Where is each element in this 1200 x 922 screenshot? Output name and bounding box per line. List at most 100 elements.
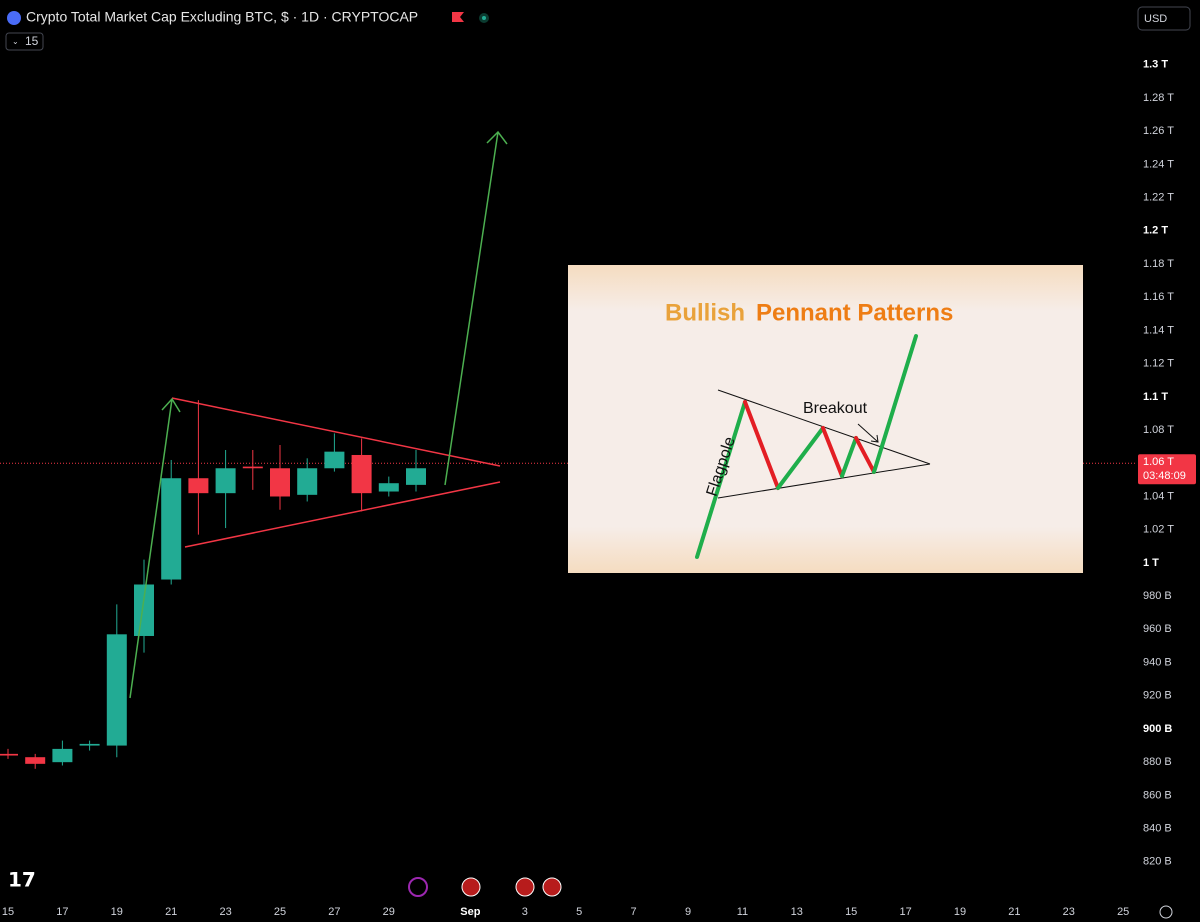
inset-lower-line [717,463,931,499]
candle-body [324,451,345,469]
y-tick-label: 920 B [1143,690,1172,702]
tv-logo[interactable]: 𝟭𝟳 [8,869,36,891]
y-tick-label: 1.16 T [1143,291,1174,303]
flagpole-arrow [129,398,173,699]
inset-up-leg [776,426,825,490]
x-tick-label: 13 [791,906,803,918]
arrow-drawing [129,130,508,699]
candle-body [134,584,154,636]
x-tick-label: 5 [576,906,582,918]
y-tick-label: 960 B [1143,623,1172,635]
inset-breakout-leg [872,334,918,474]
event-icon[interactable] [515,877,535,897]
pennant-drawing [171,397,501,548]
y-tick-label: 1.18 T [1143,258,1174,270]
y-tick-label: 880 B [1143,756,1172,768]
y-tick-label: 1.2 T [1143,225,1168,237]
event-icon[interactable] [408,877,428,897]
flag-icon[interactable] [452,12,464,22]
x-tick-label: 11 [737,906,748,918]
y-tick-label: 1.3 T [1143,59,1168,71]
y-tick-label: 1 T [1143,557,1159,569]
inset-up-leg [840,436,858,478]
candle-body [25,757,46,764]
y-tick-label: 1.22 T [1143,192,1174,204]
inset-breakout-label: Breakout [803,400,868,417]
x-tick-label: 25 [1117,906,1129,918]
event-icon[interactable] [542,877,562,897]
currency-button[interactable] [1137,6,1191,31]
event-icon[interactable] [461,877,481,897]
inset-image: Bullish Pennant Patterns Breakout Flagpo… [568,265,1083,573]
inset-down-leg [854,436,876,474]
candle-body [215,468,236,494]
candle-body [270,468,290,497]
inset-pointer-head [870,434,879,443]
breakout-arrow [444,131,499,486]
x-tick-label: 21 [165,906,177,918]
candle-body [188,478,209,494]
y-tick-label: 840 B [1143,823,1172,835]
x-tick-label: 15 [2,906,14,918]
pennant-lower [184,481,501,548]
x-tick-label: 9 [685,906,691,918]
inset-background [568,265,1083,573]
x-tick-label: 19 [954,906,966,918]
candle-body [161,478,182,580]
inset-pointer [857,423,879,443]
price-label: 1.06 T [1143,456,1174,468]
x-tick-label: 29 [383,906,395,918]
x-tick-label: 15 [845,906,857,918]
pennant-upper [171,397,501,467]
inset-title-2: Pennant Patterns [756,299,953,326]
candle-body [79,743,100,746]
y-tick-label: 940 B [1143,656,1172,668]
y-tick-label: 1.02 T [1143,524,1174,536]
chart-title: Crypto Total Market Cap Excluding BTC, $… [26,9,418,25]
candle-body [242,466,263,469]
x-tick-label: 27 [328,906,340,918]
indicator-value: 15 [25,34,39,48]
y-tick-label: 1.24 T [1143,158,1174,170]
y-tick-label: 1.14 T [1143,324,1174,336]
symbol-logo [7,11,21,25]
candle-body [297,468,318,495]
y-tick-label: 820 B [1143,856,1172,868]
inset-down-leg [743,400,780,490]
x-tick-label: 21 [1008,906,1020,918]
arrow-head [486,130,508,145]
arrow-head [161,397,181,413]
y-tick-label: 1.28 T [1143,92,1174,104]
indicator-toggle[interactable] [5,32,44,51]
candle-body [52,748,73,763]
candle-body [406,468,426,485]
settings-icon[interactable] [1159,905,1173,919]
candle-body [378,483,399,492]
indicator-caret: ⌄ [12,37,19,46]
price-countdown: 03:48:09 [1143,470,1186,482]
y-tick-label: 860 B [1143,789,1172,801]
y-tick-label: 1.12 T [1143,358,1174,370]
candle-body [351,454,372,494]
x-tick-label: 23 [1063,906,1075,918]
x-tick-label: 17 [56,906,68,918]
x-tick-label: 23 [219,906,231,918]
x-tick-label: 7 [631,906,637,918]
x-tick-label: Sep [460,906,480,918]
y-tick-label: 1.26 T [1143,125,1174,137]
inset-title-1: Bullish [665,299,745,326]
x-tick-label: 25 [274,906,286,918]
inset-down-leg [821,426,844,478]
y-tick-label: 1.04 T [1143,490,1174,502]
price-label-box [1138,454,1196,485]
x-tick-label: 19 [111,906,123,918]
y-tick-label: 1.08 T [1143,424,1174,436]
inset-up-leg [695,400,747,559]
y-tick-label: 900 B [1143,723,1172,735]
y-tick-label: 980 B [1143,590,1172,602]
x-tick-label: 3 [522,906,528,918]
currency-label: USD [1144,13,1167,25]
y-tick-label: 1.1 T [1143,391,1168,403]
candle-body [106,634,127,746]
